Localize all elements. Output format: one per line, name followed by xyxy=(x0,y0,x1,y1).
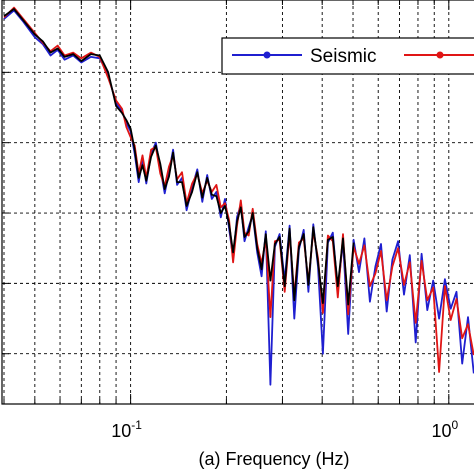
x-tick-label: 10-1 xyxy=(111,418,142,441)
x-axis-ticks: 10-1 100 xyxy=(2,0,458,441)
legend: Seismic xyxy=(221,37,474,75)
legend-marker-red xyxy=(436,51,444,59)
series-lines xyxy=(3,6,474,386)
series-line-2 xyxy=(3,8,355,306)
plot-frame xyxy=(1,0,474,405)
x-tick-label: 100 xyxy=(431,418,458,441)
legend-label-seismic: Seismic xyxy=(310,46,377,67)
x-axis-label: (a) Frequency (Hz) xyxy=(198,449,349,469)
legend-marker-seismic xyxy=(263,51,271,59)
